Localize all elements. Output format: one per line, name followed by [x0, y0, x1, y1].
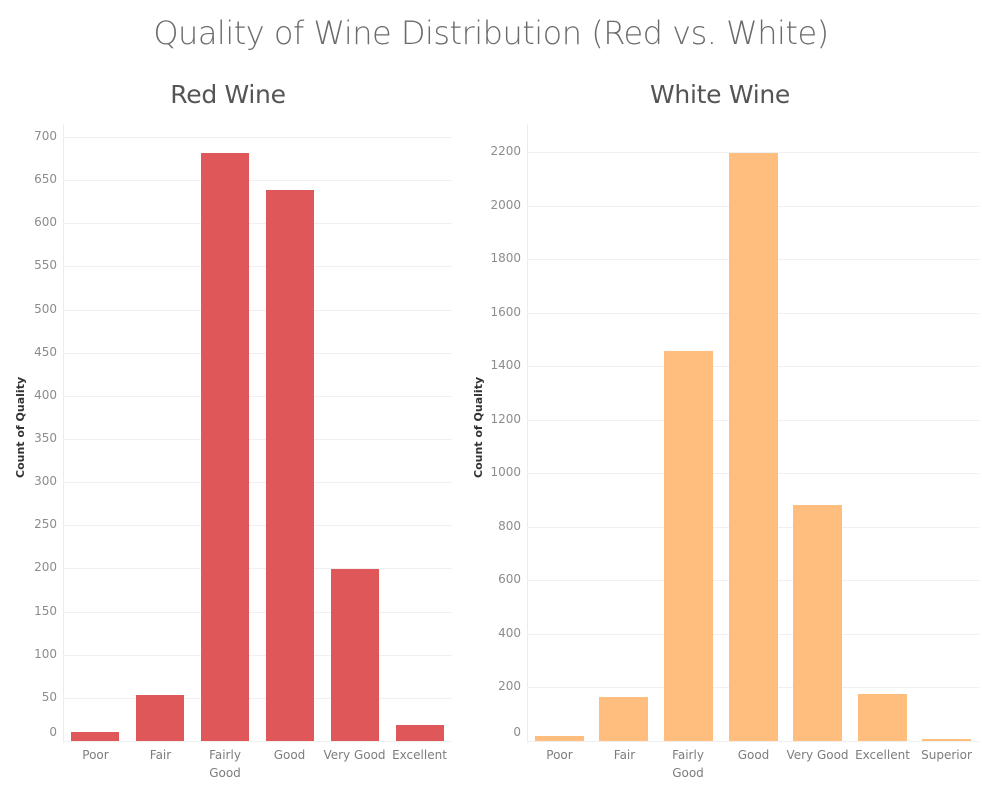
x-category-label: Fairly Good [672, 748, 704, 780]
bar-very-good[interactable] [331, 569, 379, 741]
y-tick-label: 400 [34, 388, 57, 402]
gridline [527, 152, 979, 153]
y-tick-label: 700 [34, 129, 57, 143]
y-tick-label: 500 [34, 302, 57, 316]
bar-poor[interactable] [535, 736, 584, 741]
x-category-label: Good [737, 748, 770, 762]
x-category-label: Fair [149, 748, 172, 762]
y-tick-label: 100 [34, 647, 57, 661]
gridline [63, 482, 452, 483]
y-tick-label: 1200 [490, 412, 521, 426]
x-category-label: Fairly Good [209, 748, 241, 780]
y-tick-label: 1400 [490, 358, 521, 372]
gridline [63, 396, 452, 397]
y-axis-title: Count of Quality [472, 376, 485, 478]
white-wine-chart-title: White Wine [650, 80, 790, 109]
gridline [63, 223, 452, 224]
x-category-label: Very Good [323, 748, 386, 762]
gridline [63, 266, 452, 267]
y-tick-label: 0 [513, 725, 521, 739]
dashboard-title: Quality of Wine Distribution (Red vs. Wh… [153, 14, 829, 52]
x-category-label: Excellent [855, 748, 910, 762]
y-tick-label: 350 [34, 431, 57, 445]
x-category-label: Poor [82, 748, 109, 762]
y-tick-label: 200 [498, 679, 521, 693]
y-tick-label: 2200 [490, 144, 521, 158]
gridline [63, 655, 452, 656]
y-tick-label: 550 [34, 258, 57, 272]
gridline [63, 353, 452, 354]
x-category-label: Very Good [786, 748, 849, 762]
y-tick-label: 1600 [490, 305, 521, 319]
bar-fair[interactable] [599, 697, 648, 741]
bar-excellent[interactable] [396, 725, 444, 741]
x-category-label: Poor [546, 748, 573, 762]
y-tick-label: 2000 [490, 198, 521, 212]
y-tick-label: 300 [34, 474, 57, 488]
bar-fair[interactable] [136, 695, 184, 741]
gridline [63, 137, 452, 138]
bar-fairly-good[interactable] [201, 153, 249, 741]
y-tick-label: 0 [49, 725, 57, 739]
x-category-label: Fair [613, 748, 636, 762]
bar-fairly-good[interactable] [664, 351, 713, 741]
gridline [63, 525, 452, 526]
gridline [63, 568, 452, 569]
y-tick-label: 600 [34, 215, 57, 229]
bar-good[interactable] [729, 153, 778, 741]
y-tick-label: 600 [498, 572, 521, 586]
bar-good[interactable] [266, 190, 314, 741]
y-tick-label: 50 [41, 690, 57, 704]
gridline [63, 180, 452, 181]
x-category-label: Excellent [392, 748, 447, 762]
x-category-label: Good [273, 748, 306, 762]
gridline [63, 612, 452, 613]
y-axis-line [527, 124, 528, 743]
gridline [63, 310, 452, 311]
gridline [527, 741, 979, 742]
y-tick-label: 400 [498, 626, 521, 640]
y-tick-label: 650 [34, 172, 57, 186]
red-wine-chart-title: Red Wine [170, 80, 286, 109]
y-axis-line [63, 124, 64, 743]
gridline [63, 439, 452, 440]
y-tick-label: 150 [34, 604, 57, 618]
y-tick-label: 1000 [490, 465, 521, 479]
y-tick-label: 800 [498, 519, 521, 533]
bar-very-good[interactable] [793, 505, 842, 741]
bar-excellent[interactable] [858, 694, 907, 741]
y-tick-label: 250 [34, 517, 57, 531]
gridline [63, 698, 452, 699]
gridline [63, 741, 452, 742]
y-tick-label: 1800 [490, 251, 521, 265]
bar-poor[interactable] [71, 732, 119, 741]
y-tick-label: 450 [34, 345, 57, 359]
x-category-label: Superior [921, 748, 972, 762]
y-tick-label: 200 [34, 560, 57, 574]
bar-superior[interactable] [922, 739, 971, 741]
